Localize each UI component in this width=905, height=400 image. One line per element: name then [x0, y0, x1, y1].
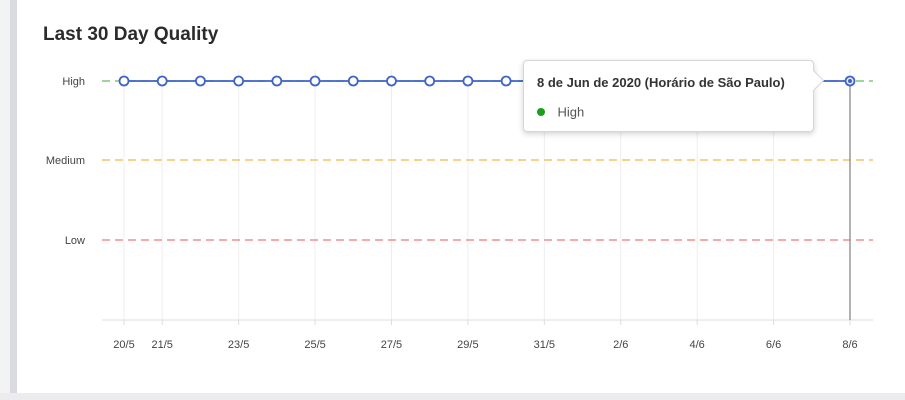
- tooltip-dot-icon: [537, 107, 545, 116]
- tooltip-value: High: [557, 104, 585, 120]
- x-tick-label: 29/5: [457, 339, 478, 351]
- data-point: [500, 75, 512, 87]
- x-tick-label: 27/5: [381, 339, 402, 351]
- quality-card: Last 30 Day Quality 20/5 21/5 23/5 25/5 27/5…: [17, 0, 905, 393]
- x-tick-label: 6/6: [766, 339, 781, 351]
- data-point: [386, 75, 397, 87]
- data-point: [156, 75, 168, 87]
- chart-title: Last 30 Day Quality: [43, 24, 219, 45]
- x-tick-label: 8/6: [842, 339, 857, 351]
- chart-tooltip: 8 de Jun de 2020 (Horário de São Paulo) …: [523, 60, 825, 132]
- data-point: [271, 75, 283, 87]
- tooltip-date: 8 de Jun de 2020 (Horário de São Paulo): [537, 75, 785, 90]
- x-tick-label: 21/5: [151, 339, 172, 351]
- x-tick-label: 20/5: [113, 339, 134, 351]
- data-point: [195, 75, 206, 87]
- data-point: [233, 75, 245, 87]
- left-rail: [10, 0, 17, 400]
- x-tick-label: 4/6: [690, 339, 705, 351]
- y-level-label: Medium: [46, 155, 85, 167]
- x-tick-label: 25/5: [304, 339, 325, 351]
- data-point-active-core: [848, 79, 852, 83]
- data-point: [462, 75, 474, 87]
- bottom-scroll-area: [0, 393, 905, 400]
- data-point: [118, 75, 130, 87]
- y-level-label: Low: [65, 235, 85, 247]
- data-point: [309, 75, 321, 87]
- quality-line-chart[interactable]: 20/5 21/5 23/5 25/5 27/5 29/5 31/5 2/6 4/6 6/6 8/6…: [17, 0, 905, 393]
- data-point: [424, 75, 436, 87]
- tooltip-series-row: High: [537, 103, 584, 119]
- x-tick-label: 23/5: [228, 339, 249, 351]
- x-tick-label: 31/5: [534, 339, 555, 351]
- x-tick-label: 2/6: [613, 339, 628, 351]
- data-point: [347, 75, 359, 87]
- y-level-label: High: [62, 76, 85, 88]
